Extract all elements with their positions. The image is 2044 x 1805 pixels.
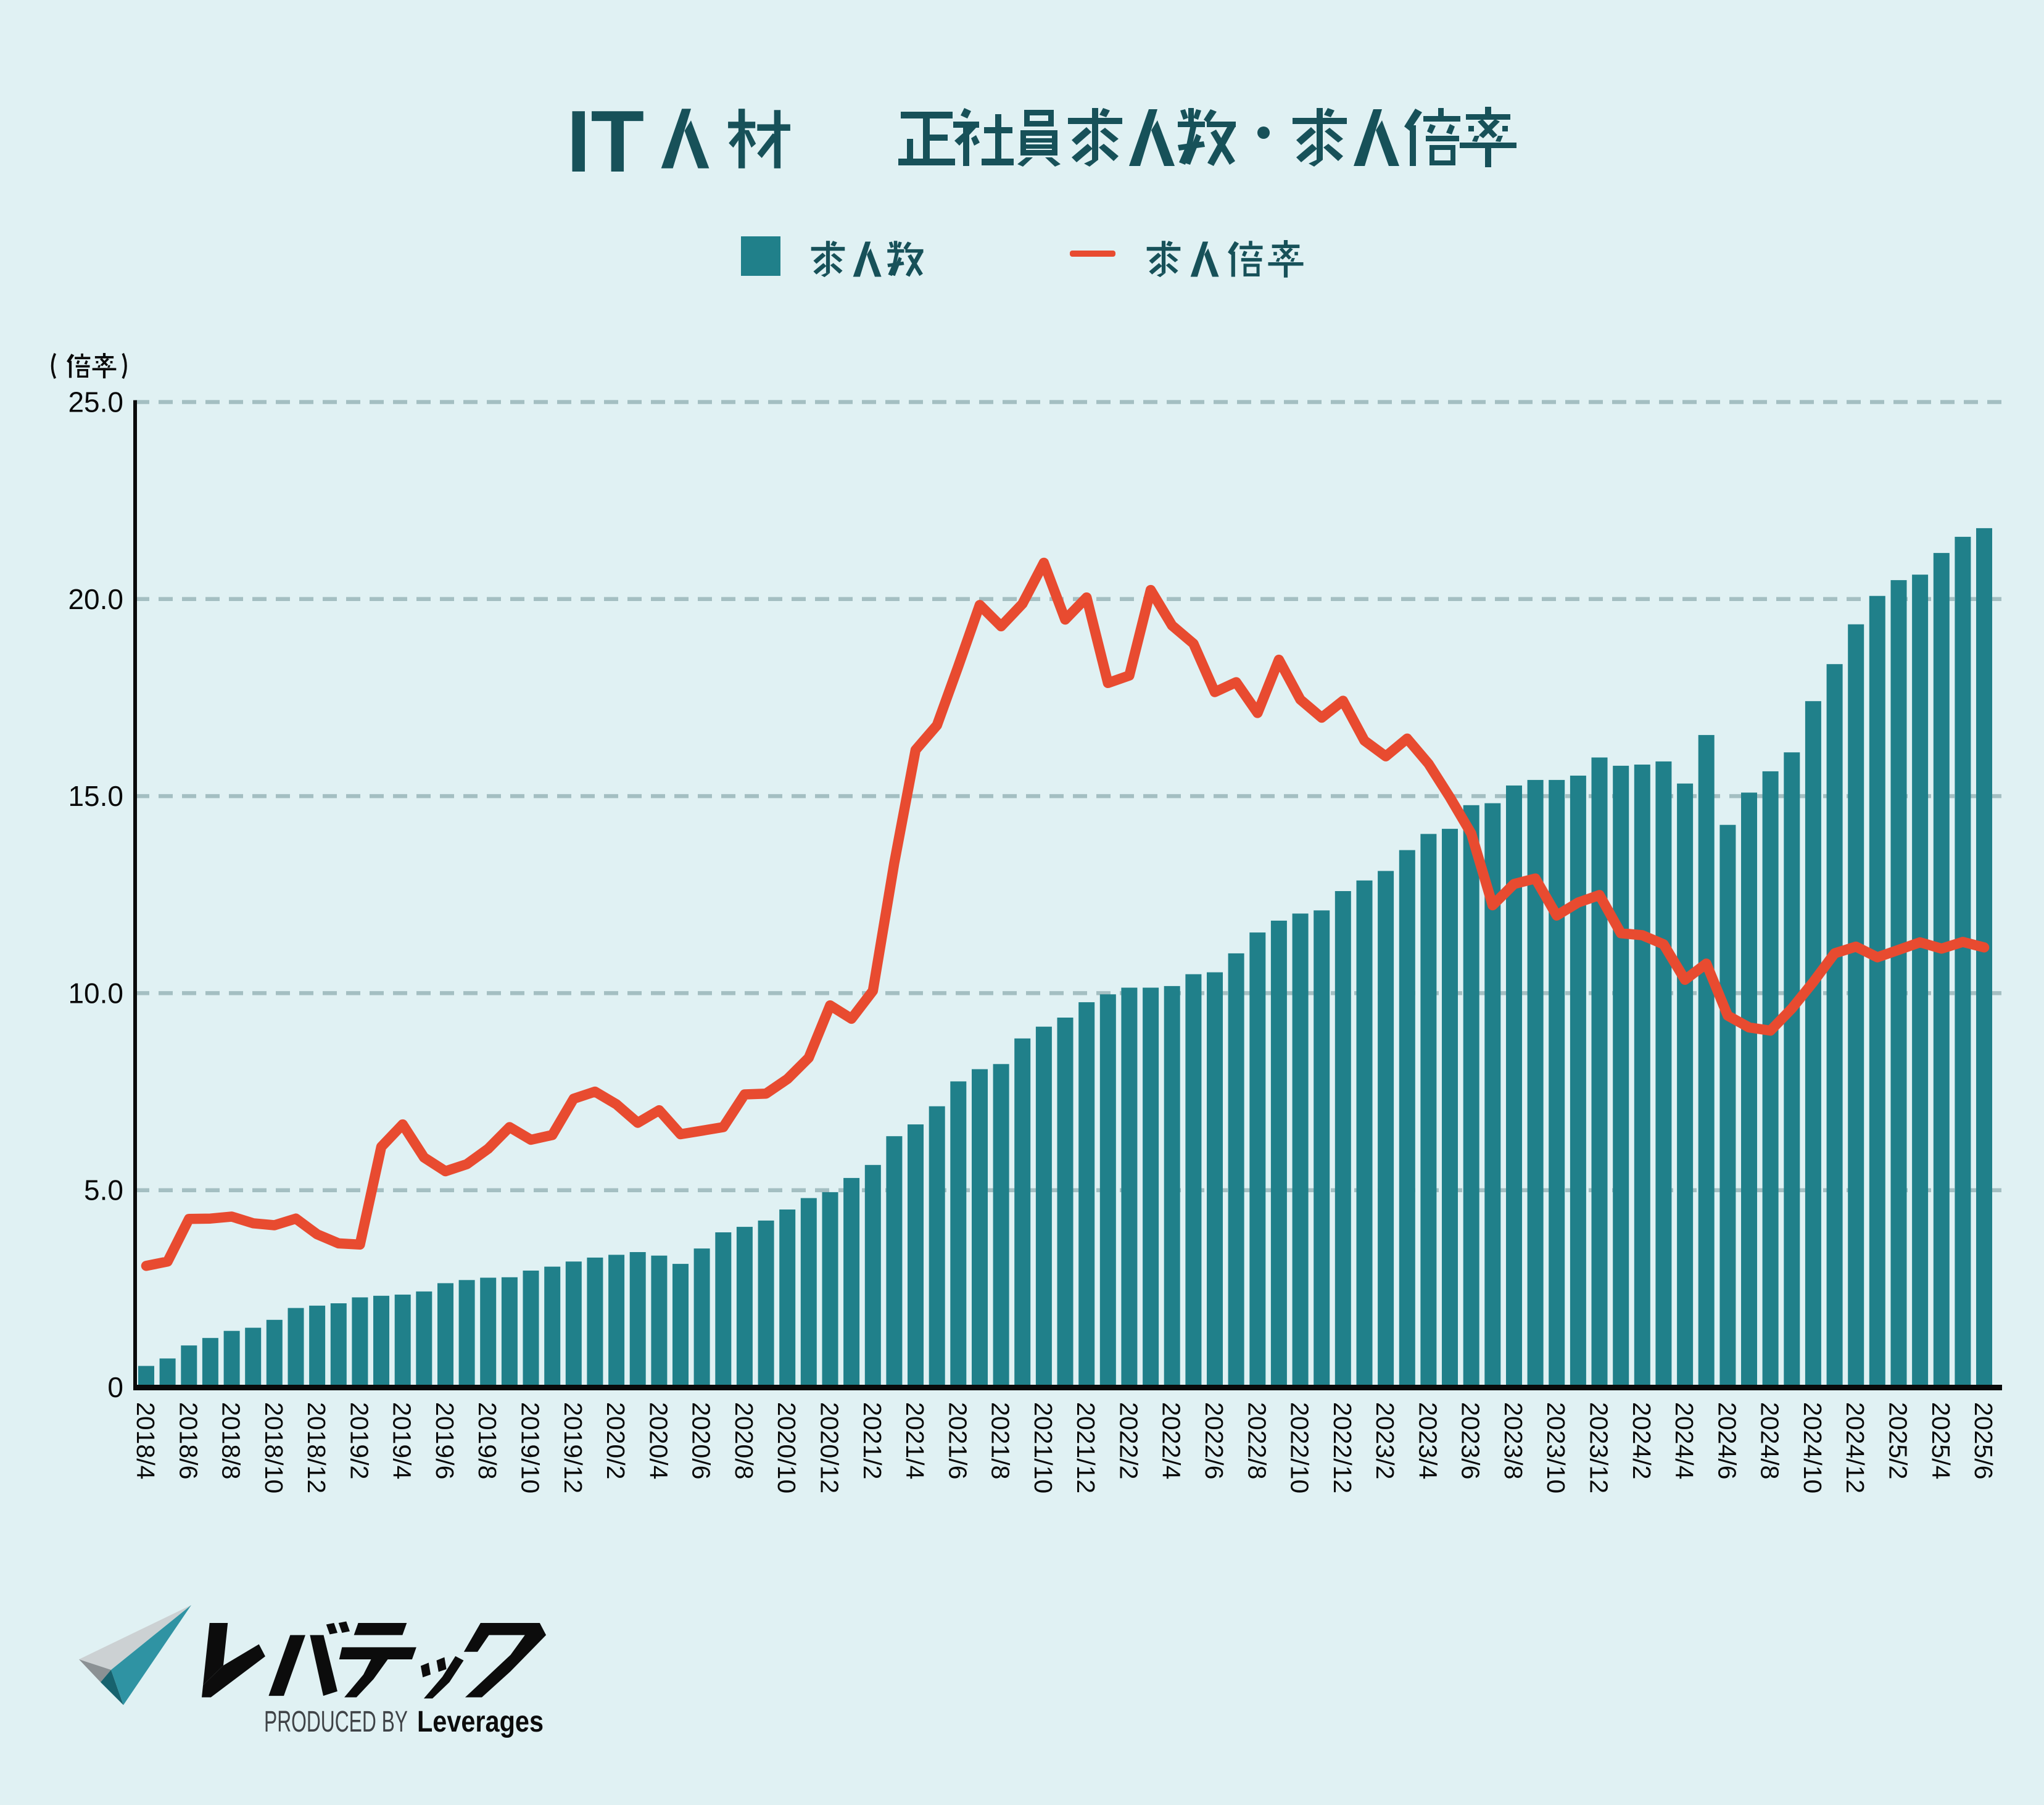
svg-text:2020/10: 2020/10 (772, 1402, 801, 1493)
svg-text:2019/4: 2019/4 (388, 1402, 416, 1479)
svg-text:2020/6: 2020/6 (687, 1402, 716, 1479)
svg-text:2018/10: 2018/10 (260, 1402, 288, 1493)
svg-text:2023/6: 2023/6 (1457, 1402, 1485, 1479)
svg-text:2019/8: 2019/8 (473, 1402, 502, 1479)
svg-text:2022/4: 2022/4 (1157, 1402, 1186, 1479)
svg-text:2019/2: 2019/2 (345, 1402, 373, 1479)
svg-text:2020/2: 2020/2 (602, 1402, 630, 1479)
svg-text:2023/12: 2023/12 (1585, 1402, 1613, 1493)
svg-text:5.0: 5.0 (84, 1174, 123, 1206)
svg-text:2024/4: 2024/4 (1670, 1402, 1699, 1479)
svg-text:2022/8: 2022/8 (1243, 1402, 1271, 1479)
svg-text:2023/8: 2023/8 (1499, 1402, 1528, 1479)
svg-text:2019/12: 2019/12 (559, 1402, 587, 1493)
svg-text:2018/8: 2018/8 (217, 1402, 246, 1479)
svg-text:2021/8: 2021/8 (987, 1402, 1015, 1479)
svg-text:2018/4: 2018/4 (131, 1402, 160, 1479)
svg-text:2021/2: 2021/2 (858, 1402, 887, 1479)
svg-text:2022/10: 2022/10 (1286, 1402, 1314, 1493)
svg-text:15.0: 15.0 (68, 780, 123, 812)
svg-text:2022/6: 2022/6 (1200, 1402, 1228, 1479)
svg-text:2023/10: 2023/10 (1542, 1402, 1570, 1493)
svg-text:2021/6: 2021/6 (943, 1402, 972, 1479)
svg-text:2025/2: 2025/2 (1884, 1402, 1913, 1479)
svg-text:20.0: 20.0 (68, 583, 123, 615)
svg-text:2018/6: 2018/6 (174, 1402, 202, 1479)
svg-text:2023/4: 2023/4 (1413, 1402, 1442, 1479)
svg-text:Leverages: Leverages (417, 1706, 544, 1738)
svg-text:2024/8: 2024/8 (1756, 1402, 1784, 1479)
svg-text:2022/2: 2022/2 (1114, 1402, 1143, 1479)
svg-text:0: 0 (107, 1371, 123, 1403)
svg-text:2025/4: 2025/4 (1927, 1402, 1955, 1479)
svg-text:2020/8: 2020/8 (730, 1402, 758, 1479)
svg-text:2024/2: 2024/2 (1628, 1402, 1656, 1479)
svg-text:2019/10: 2019/10 (516, 1402, 545, 1493)
svg-text:2020/4: 2020/4 (644, 1402, 672, 1479)
svg-text:2020/12: 2020/12 (816, 1402, 844, 1493)
svg-text:2024/6: 2024/6 (1713, 1402, 1741, 1479)
svg-text:10.0: 10.0 (68, 977, 123, 1009)
svg-text:2024/10: 2024/10 (1798, 1402, 1827, 1493)
svg-text:2024/12: 2024/12 (1841, 1402, 1869, 1493)
svg-text:2021/12: 2021/12 (1072, 1402, 1100, 1493)
svg-text:25.0: 25.0 (68, 386, 123, 418)
svg-text:2023/2: 2023/2 (1371, 1402, 1399, 1479)
svg-text:2019/6: 2019/6 (431, 1402, 459, 1479)
svg-text:IT: IT (566, 93, 644, 191)
svg-text:2022/12: 2022/12 (1328, 1402, 1357, 1493)
svg-text:2021/4: 2021/4 (901, 1402, 929, 1479)
svg-text:2018/12: 2018/12 (302, 1402, 331, 1493)
svg-text:PRODUCED BY: PRODUCED BY (264, 1706, 408, 1738)
svg-text:2021/10: 2021/10 (1029, 1402, 1057, 1493)
svg-text:2025/6: 2025/6 (1969, 1402, 1998, 1479)
